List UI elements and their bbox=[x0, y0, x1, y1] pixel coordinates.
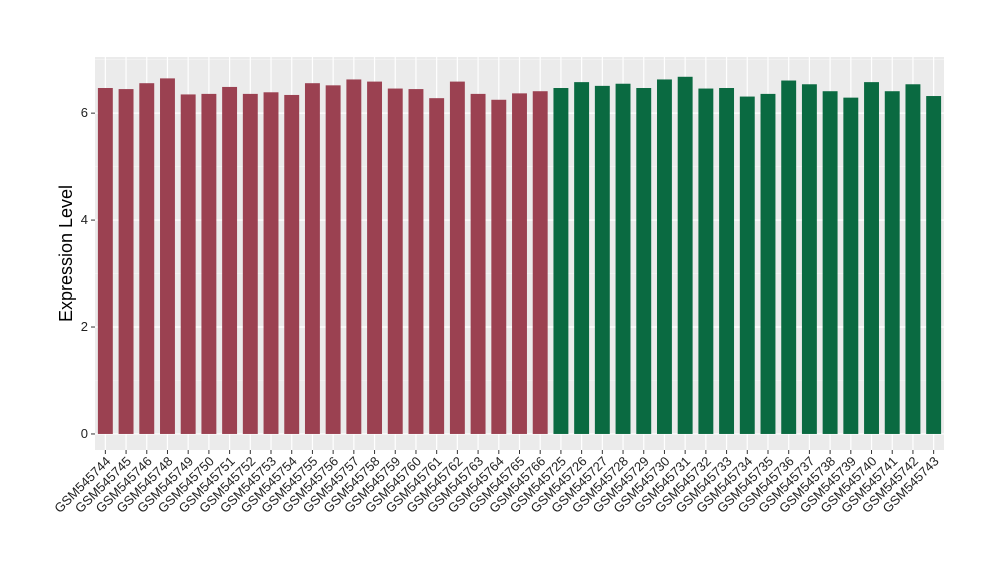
bar-GSM545737 bbox=[801, 84, 817, 434]
bar-GSM545757 bbox=[346, 79, 362, 434]
bar-GSM545738 bbox=[822, 91, 838, 434]
x-axis: GSM545744GSM545745GSM545746GSM545748GSM5… bbox=[51, 450, 942, 516]
y-tick-label: 4 bbox=[81, 212, 88, 227]
bar-GSM545758 bbox=[367, 81, 383, 434]
bar-GSM545729 bbox=[636, 88, 652, 434]
bars bbox=[97, 76, 942, 434]
bar-GSM545741 bbox=[884, 91, 900, 434]
bar-GSM545759 bbox=[387, 88, 403, 434]
bar-GSM545762 bbox=[449, 81, 465, 434]
bar-GSM545726 bbox=[574, 82, 590, 434]
bar-GSM545764 bbox=[491, 99, 507, 434]
bar-GSM545754 bbox=[284, 94, 300, 434]
bar-GSM545755 bbox=[304, 83, 320, 434]
bar-GSM545740 bbox=[864, 82, 879, 434]
bar-GSM545731 bbox=[677, 76, 693, 434]
bar-GSM545743 bbox=[926, 96, 942, 434]
bar-GSM545744 bbox=[97, 88, 113, 434]
y-tick-label: 6 bbox=[81, 105, 88, 120]
bar-GSM545727 bbox=[594, 85, 610, 434]
bar-GSM545746 bbox=[139, 83, 155, 434]
bar-GSM545756 bbox=[325, 85, 341, 434]
y-tick-label: 0 bbox=[81, 426, 88, 441]
bar-GSM545739 bbox=[843, 97, 859, 434]
y-axis: 0 2 4 6 bbox=[81, 105, 95, 441]
bar-GSM545752 bbox=[242, 93, 258, 434]
bar-GSM545735 bbox=[760, 93, 776, 434]
bar-GSM545750 bbox=[201, 93, 217, 434]
bar-GSM545732 bbox=[698, 88, 714, 434]
bar-GSM545760 bbox=[408, 89, 424, 434]
y-axis-title: Expression Level bbox=[56, 185, 76, 322]
bar-GSM545749 bbox=[180, 94, 196, 434]
bar-GSM545763 bbox=[470, 93, 486, 434]
bar-GSM545733 bbox=[719, 88, 735, 434]
bar-GSM545725 bbox=[553, 88, 569, 434]
bar-GSM545753 bbox=[263, 92, 279, 434]
bar-GSM545734 bbox=[739, 96, 755, 434]
bar-GSM545742 bbox=[905, 84, 921, 434]
bar-GSM545765 bbox=[512, 93, 527, 434]
y-tick-label: 2 bbox=[81, 319, 88, 334]
bar-GSM545745 bbox=[118, 89, 134, 434]
bar-GSM545751 bbox=[222, 86, 238, 434]
bar-GSM545728 bbox=[615, 83, 631, 434]
bar-GSM545730 bbox=[656, 79, 672, 434]
bar-GSM545748 bbox=[160, 78, 175, 434]
bar-GSM545736 bbox=[781, 80, 797, 434]
bar-GSM545766 bbox=[532, 91, 548, 434]
bar-GSM545761 bbox=[429, 98, 445, 434]
